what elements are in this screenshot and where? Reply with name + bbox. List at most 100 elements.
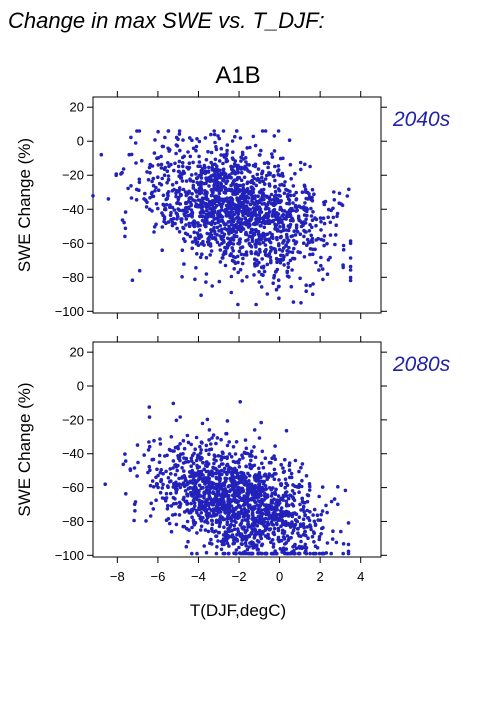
scatter-point [316, 518, 321, 522]
scatter-point [191, 198, 195, 202]
scatter-point [124, 492, 128, 496]
scatter-point [237, 531, 242, 536]
scatter-point [168, 448, 173, 453]
scatter-point [263, 129, 268, 133]
scatter-point [199, 293, 203, 298]
scatter-point [267, 210, 272, 214]
scatter-point [301, 504, 306, 509]
scatter-point [173, 463, 177, 468]
scatter-point [202, 500, 207, 504]
scatter-point [227, 551, 231, 556]
scatter-point [203, 136, 208, 140]
scatter-point [191, 186, 196, 190]
scatter-point [251, 529, 255, 533]
scatter-point [226, 496, 230, 501]
scatter-point [262, 182, 267, 186]
scatter-point [148, 483, 153, 488]
scatter-point [215, 240, 220, 245]
scatter-point [91, 194, 95, 198]
scatter-point [270, 152, 274, 156]
scatter-point [289, 284, 294, 289]
scatter-point [212, 457, 216, 462]
scatter-point [227, 440, 231, 444]
scatter-point [217, 191, 222, 196]
scatter-point [226, 514, 230, 518]
scatter-point [270, 522, 275, 527]
scatter-point [322, 234, 327, 238]
scatter-point [151, 176, 156, 181]
period-label: 2040s [392, 108, 451, 131]
scatter-point [209, 498, 214, 502]
scatter-point [189, 501, 193, 506]
scatter-point [346, 542, 351, 547]
scatter-point [209, 132, 213, 137]
scatter-point [191, 519, 196, 524]
scatter-point [176, 207, 180, 211]
scatter-point [248, 551, 252, 556]
scatter-point [324, 551, 329, 555]
scatter-point [296, 485, 301, 490]
scatter-point [250, 195, 255, 199]
scatter-point [233, 493, 237, 497]
scatter-point [236, 481, 240, 486]
scatter-point [200, 441, 204, 445]
scatter-point [321, 216, 326, 220]
scatter-point [238, 183, 243, 188]
scatter-point [197, 160, 202, 164]
scatter-point [312, 540, 316, 544]
scatter-point [246, 485, 250, 489]
scatter-point [234, 440, 239, 444]
scatter-point [123, 452, 127, 456]
scatter-point [216, 454, 221, 458]
scatter-point [181, 138, 185, 142]
scatter-point [257, 247, 262, 252]
scatter-point [304, 533, 308, 538]
scatter-point [237, 189, 242, 193]
scatter-point [207, 235, 212, 239]
scatter-point [263, 508, 267, 512]
scatter-point [206, 529, 211, 534]
scatter-point [177, 513, 182, 517]
scatter-point [230, 482, 235, 486]
scatter-point [311, 252, 315, 256]
scatter-point [262, 269, 267, 274]
scatter-point [281, 535, 286, 539]
scatter-point [220, 230, 224, 235]
scatter-point [260, 175, 264, 180]
scatter-point [158, 437, 162, 441]
scatter-point [276, 169, 280, 173]
scatter-point [321, 551, 326, 556]
scatter-point [255, 510, 260, 514]
scatter-point [304, 289, 309, 294]
scatter-point [257, 492, 262, 496]
scatter-point [216, 510, 221, 515]
scatter-point [297, 469, 301, 474]
scatter-point [220, 496, 224, 500]
scatter-point [203, 528, 208, 532]
scatter-point [244, 167, 249, 171]
scatter-point [205, 476, 210, 481]
scatter-point [222, 517, 227, 521]
scatter-point [348, 278, 353, 283]
scatter-point [214, 482, 218, 487]
scatter-point [196, 488, 200, 493]
scatter-point [198, 528, 203, 532]
scatter-point [256, 232, 261, 237]
scatter-point [315, 513, 320, 517]
scatter-point [278, 482, 283, 486]
scatter-point [151, 194, 156, 199]
scatter-point [244, 208, 249, 213]
scatter-point [310, 534, 315, 539]
scatter-point [169, 504, 174, 508]
scatter-point [311, 282, 315, 286]
scatter-point [184, 223, 188, 227]
scatter-point [280, 515, 285, 519]
scatter-point [259, 148, 263, 153]
scatter-point [275, 229, 280, 233]
scatter-point [302, 545, 306, 550]
scatter-point [159, 162, 164, 167]
y-tick-label: 0 [77, 134, 84, 149]
scatter-point [214, 187, 219, 192]
scatter-point [298, 276, 302, 281]
scatter-point [275, 522, 279, 527]
